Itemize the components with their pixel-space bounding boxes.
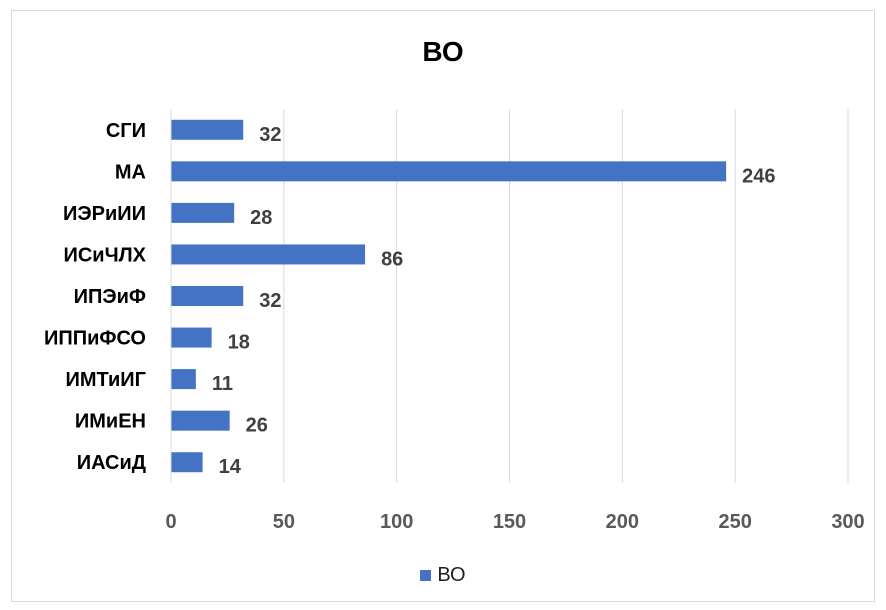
data-label: 26 (246, 415, 268, 437)
bar (171, 161, 727, 182)
x-tick-label: 0 (165, 511, 176, 533)
y-category-label: ИМТиИГ (66, 369, 147, 391)
x-tick-label: 200 (606, 511, 639, 533)
data-label: 14 (219, 456, 242, 478)
bar (171, 119, 244, 140)
bar (171, 452, 203, 473)
bar (171, 369, 196, 390)
legend-label: ВО (437, 564, 466, 586)
y-category-label: ИППиФСО (44, 328, 146, 350)
y-category-label: СГИ (106, 120, 146, 142)
bar (171, 202, 235, 223)
bar (171, 286, 244, 306)
legend-swatch (420, 570, 432, 581)
y-category-label: ИАСиД (77, 452, 146, 474)
y-category-label: ИСиЧЛХ (63, 244, 146, 266)
chart-title: ВО (422, 36, 464, 67)
data-label: 18 (228, 332, 250, 354)
x-tick-label: 100 (380, 511, 413, 533)
bar (171, 410, 230, 431)
x-tick-label: 50 (273, 511, 295, 533)
data-label: 11 (212, 373, 233, 395)
y-category-label: ИПЭиФ (74, 286, 146, 308)
y-category-label: ИЭРиИИ (63, 203, 146, 225)
bar (171, 327, 212, 348)
y-category-label: МА (115, 161, 146, 183)
data-label: 32 (259, 124, 281, 146)
legend: ВО (0, 564, 886, 587)
y-category-label: ИМиЕН (75, 411, 146, 433)
bar (171, 244, 366, 265)
chart-area (11, 10, 875, 602)
data-label: 32 (259, 290, 281, 312)
data-label: 86 (381, 248, 403, 270)
x-tick-label: 250 (718, 511, 751, 533)
x-tick-label: 300 (831, 511, 864, 533)
data-label: 246 (742, 165, 775, 187)
data-label: 28 (250, 207, 272, 229)
x-tick-label: 150 (493, 511, 526, 533)
